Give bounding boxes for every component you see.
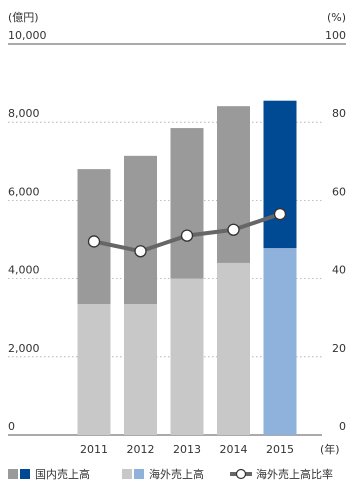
ratio-point <box>87 235 101 248</box>
left-tick-label: 2,000 <box>8 342 40 355</box>
right-axis-ticks: 0 20 40 60 80 100 <box>325 29 346 433</box>
legend-swatch <box>134 469 144 479</box>
legend-swatch <box>20 469 30 479</box>
bar-overseas-sales <box>170 278 204 435</box>
ratio-line <box>87 207 287 258</box>
ratio-point <box>273 207 287 221</box>
bar-domestic-sales <box>124 155 157 305</box>
legend-swatch <box>8 469 18 479</box>
bar-overseas-sales <box>77 304 111 435</box>
legend: 国内売上高 海外売上高 海外売上高比率 <box>8 467 333 481</box>
x-axis-unit: (年) <box>320 442 340 456</box>
x-tick-label: 2015 <box>266 443 294 456</box>
bar-overseas-sales <box>263 248 297 435</box>
ratio-point <box>134 245 147 258</box>
bar-domestic-sales <box>170 128 204 279</box>
ratio-point <box>227 223 240 236</box>
bar-domestic-sales <box>263 100 297 249</box>
legend-label: 海外売上高 <box>149 467 204 481</box>
legend-marker <box>235 468 247 480</box>
left-tick-label: 4,000 <box>8 264 40 277</box>
left-tick-label: 0 <box>8 420 15 433</box>
x-tick-label: 2011 <box>80 443 108 456</box>
x-axis-ticks: 2011 2012 2013 2014 2015 <box>80 443 294 456</box>
legend-swatch <box>122 469 132 479</box>
left-tick-label: 10,000 <box>8 29 47 42</box>
bars <box>77 100 297 435</box>
right-tick-label: 20 <box>332 342 346 355</box>
right-tick-label: 40 <box>332 264 346 277</box>
left-axis-unit: (億円) <box>8 11 39 24</box>
right-axis-unit: (%) <box>327 11 346 24</box>
legend-label: 海外売上高比率 <box>256 467 333 481</box>
left-axis-ticks: 0 2,000 4,000 6,000 8,000 10,000 <box>8 29 47 433</box>
legend-label: 国内売上高 <box>35 467 90 481</box>
bar-domestic-sales <box>217 106 250 263</box>
ratio-point <box>180 229 194 242</box>
x-tick-label: 2014 <box>220 443 248 456</box>
x-tick-label: 2012 <box>127 443 155 456</box>
left-tick-label: 6,000 <box>8 185 40 198</box>
bar-overseas-sales <box>124 304 157 435</box>
left-tick-label: 8,000 <box>8 107 40 120</box>
bar-overseas-sales <box>217 262 250 435</box>
right-tick-label: 80 <box>332 107 346 120</box>
right-tick-label: 0 <box>339 420 346 433</box>
right-tick-label: 60 <box>332 185 346 198</box>
right-tick-label: 100 <box>325 29 346 42</box>
x-tick-label: 2013 <box>173 443 201 456</box>
